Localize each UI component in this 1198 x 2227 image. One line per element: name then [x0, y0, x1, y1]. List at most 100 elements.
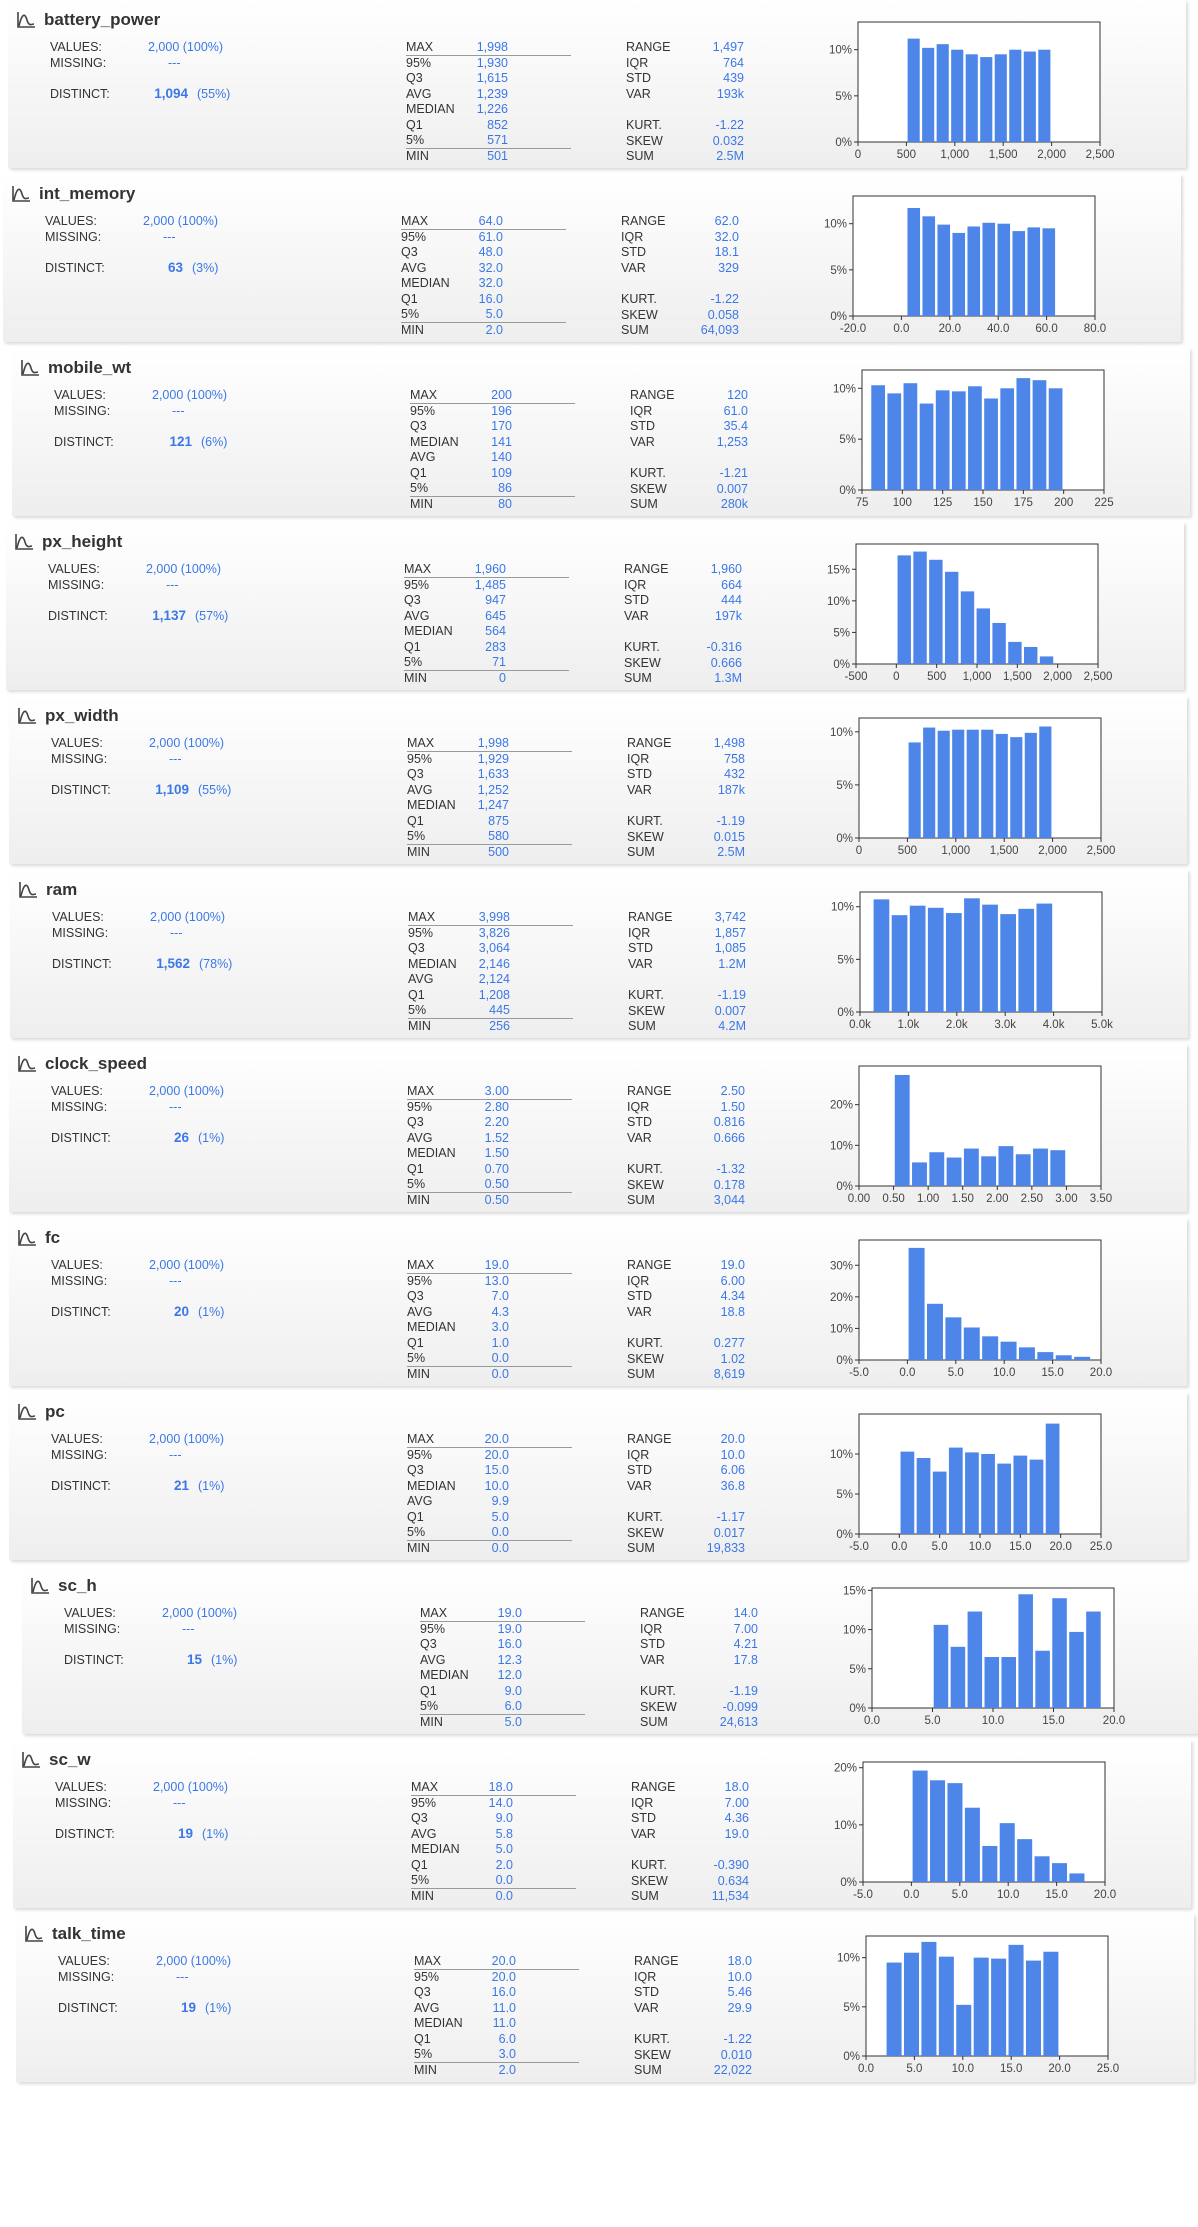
- x-tick-label: -5.0: [849, 1367, 869, 1379]
- quantile-value-max: 1,998: [477, 736, 509, 750]
- x-tick-label: 200: [1054, 497, 1073, 509]
- quantile-value-q1: 2.0: [495, 1857, 513, 1872]
- quantile-label-q3: Q3: [420, 1637, 437, 1651]
- histogram-bar: [968, 386, 982, 490]
- skew-label: SKEW: [640, 1699, 677, 1714]
- histogram-bar: [967, 226, 981, 316]
- iqr-label: IQR: [624, 577, 647, 592]
- column-name: battery_power: [44, 10, 161, 29]
- x-tick-label: 60.0: [1035, 323, 1057, 335]
- quantile-value-p95: 19.0: [497, 1621, 522, 1636]
- distinct-label: DISTINCT:: [52, 957, 112, 971]
- quantile-value-median: 32.0: [478, 276, 503, 290]
- quantile-value-min: 501: [487, 148, 508, 163]
- y-tick-label: 5%: [849, 1664, 866, 1676]
- histogram-bar: [952, 232, 966, 316]
- column-name: clock_speed: [45, 1054, 148, 1073]
- sum-value: 2.5M: [717, 845, 745, 859]
- quantile-label-max: MAX: [407, 1258, 435, 1272]
- quantile-value-q3: 16.0: [497, 1637, 522, 1651]
- kurt-value: -1.17: [716, 1510, 746, 1524]
- x-tick-label: 20.0: [1090, 1367, 1112, 1379]
- y-tick-label: 5%: [835, 91, 852, 103]
- x-tick-label: 5.0: [932, 1541, 948, 1553]
- histogram-bar: [886, 1962, 902, 2056]
- range-value: 3,742: [714, 910, 746, 924]
- std-label: STD: [624, 593, 649, 607]
- y-tick-label: 10%: [834, 1820, 857, 1832]
- histogram-bar: [926, 1303, 943, 1360]
- std-value: 444: [721, 593, 742, 607]
- quantile-label-min: MIN: [420, 1714, 443, 1729]
- quantile-value-q3: 1,633: [477, 767, 509, 781]
- histogram-bar: [909, 905, 926, 1012]
- quantile-label-median: MEDIAN: [404, 624, 453, 638]
- skew-label: SKEW: [630, 481, 667, 496]
- y-tick-label: 15%: [827, 564, 850, 576]
- histogram-bar: [981, 1156, 997, 1186]
- quantile-value-min: 5.0: [504, 1714, 522, 1729]
- values-count: 2,000 (100%): [149, 1432, 225, 1446]
- quantile-value-avg: 645: [485, 608, 506, 623]
- missing-count: ---: [168, 56, 181, 70]
- x-tick-label: 150: [973, 497, 992, 509]
- sum-label: SUM: [627, 1541, 655, 1555]
- histogram-bar: [1048, 388, 1063, 490]
- quantile-divider-top: [410, 403, 575, 404]
- quantile-value-q1: 852: [487, 117, 508, 132]
- histogram-bar: [982, 222, 996, 316]
- histogram-bar: [891, 915, 908, 1012]
- histogram-bar: [951, 49, 964, 142]
- x-tick-label: 2,000: [1037, 149, 1066, 161]
- kurt-value: -1.22: [710, 292, 740, 306]
- quantile-value-q1: 5.0: [491, 1509, 509, 1524]
- range-value: 2.50: [720, 1084, 745, 1098]
- quantile-divider-top: [406, 55, 571, 56]
- quantile-value-avg: 1,252: [477, 782, 509, 797]
- quantile-label-p5: 5%: [407, 829, 426, 843]
- histogram-bar: [1051, 1863, 1068, 1882]
- range-label: RANGE: [621, 214, 666, 228]
- x-tick-label: 2,500: [1084, 671, 1113, 683]
- quantile-label-p95: 95%: [406, 55, 432, 70]
- distinct-label: DISTINCT:: [51, 783, 111, 797]
- x-tick-label: 20.0: [1103, 1715, 1125, 1727]
- histogram-bar: [1018, 908, 1035, 1012]
- x-tick-label: 1,500: [990, 845, 1019, 857]
- distribution-icon: [18, 1056, 36, 1072]
- histogram-bar: [873, 899, 890, 1012]
- quantile-label-avg: AVG: [401, 260, 427, 275]
- quantile-label-p5: 5%: [404, 655, 423, 669]
- std-label: STD: [626, 71, 651, 85]
- x-tick-label: 10.0: [993, 1367, 1015, 1379]
- quantile-label-p5: 5%: [407, 1177, 426, 1191]
- x-tick-label: 75: [856, 497, 869, 509]
- stat-card-talk_time: talk_time VALUES: MISSING: DISTINCT: 2,000 (…: [16, 1914, 1194, 2082]
- values-label: VALUES:: [51, 1432, 103, 1446]
- missing-label: MISSING:: [52, 926, 109, 940]
- quantile-label-max: MAX: [401, 214, 429, 228]
- var-value: 36.8: [720, 1478, 745, 1493]
- quantile-divider-top: [407, 1099, 572, 1100]
- iqr-label: IQR: [640, 1621, 663, 1636]
- iqr-label: IQR: [627, 1099, 650, 1114]
- x-tick-label: 20.0: [939, 323, 961, 335]
- std-value: 18.1: [714, 245, 739, 259]
- quantile-value-q3: 947: [485, 593, 506, 607]
- var-value: 18.8: [720, 1304, 745, 1319]
- sum-value: 19,833: [706, 1541, 745, 1555]
- missing-label: MISSING:: [45, 230, 102, 244]
- quantile-value-max: 18.0: [488, 1780, 513, 1794]
- values-count: 2,000 (100%): [162, 1606, 238, 1620]
- quantile-divider-bottom: [401, 322, 566, 323]
- skew-label: SKEW: [627, 1525, 664, 1540]
- y-tick-label: 5%: [836, 1489, 853, 1501]
- column-name: ram: [46, 880, 78, 899]
- quantile-label-q1: Q1: [410, 465, 427, 480]
- skew-value: 0.017: [713, 1525, 745, 1540]
- column-title: sc_h: [30, 1576, 97, 1596]
- quantile-label-avg: AVG: [410, 450, 436, 464]
- values-count: 2,000 (100%): [149, 736, 225, 750]
- quantile-value-median: 2,146: [478, 956, 510, 971]
- quantile-label-p95: 95%: [407, 1273, 433, 1288]
